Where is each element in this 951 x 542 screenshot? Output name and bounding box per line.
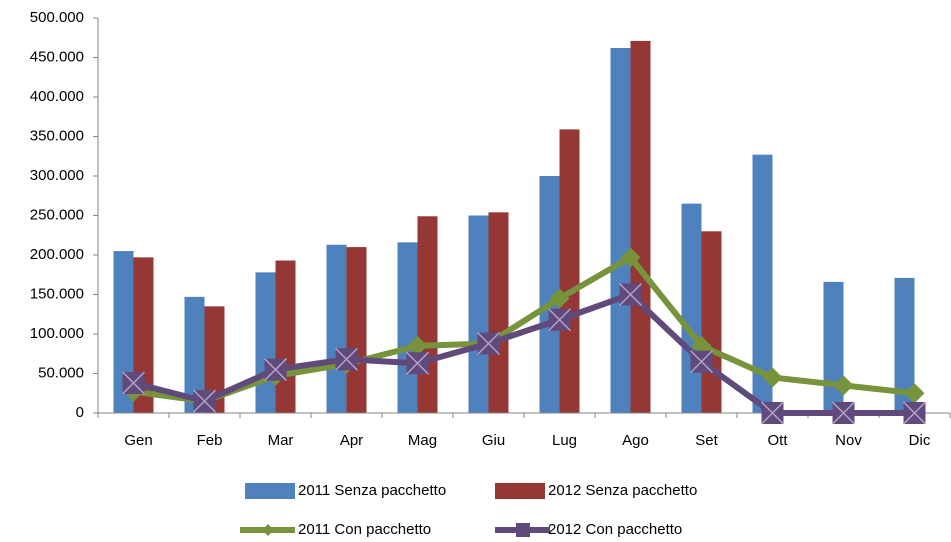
marker xyxy=(549,288,570,309)
marker xyxy=(405,351,430,375)
x-tick-label: Mag xyxy=(408,432,437,449)
y-tick-label: 0 xyxy=(76,404,84,421)
y-tick-label: 300.000 xyxy=(30,167,84,184)
x-tick-label: Giu xyxy=(482,432,505,449)
legend-label: 2011 Con pacchetto xyxy=(298,521,431,538)
bar xyxy=(417,216,438,413)
bar xyxy=(184,296,205,413)
marker xyxy=(620,247,641,268)
marker xyxy=(334,347,359,371)
marker xyxy=(831,401,856,425)
bar xyxy=(468,215,489,413)
bar xyxy=(752,154,773,414)
bar xyxy=(630,40,651,413)
marker xyxy=(689,350,714,374)
legend-marker xyxy=(516,523,530,537)
line xyxy=(132,291,915,416)
legend-swatch xyxy=(245,483,295,499)
bar xyxy=(681,203,702,413)
marker xyxy=(904,383,925,404)
x-tick-label: Apr xyxy=(340,432,363,449)
bar xyxy=(346,247,367,413)
y-tick-label: 100.000 xyxy=(30,325,84,342)
bar xyxy=(326,244,347,413)
legend-label: 2011 Senza pacchetto xyxy=(298,482,446,499)
y-tick-label: 250.000 xyxy=(30,206,84,223)
marker xyxy=(547,308,572,332)
x-tick-label: Ago xyxy=(622,432,649,449)
bar xyxy=(823,281,844,413)
marker xyxy=(902,401,927,425)
legend-swatch xyxy=(495,483,545,499)
bar xyxy=(255,272,276,413)
marker xyxy=(618,282,643,307)
y-tick-label: 350.000 xyxy=(30,127,84,144)
marker xyxy=(121,371,146,395)
y-tick-label: 450.000 xyxy=(30,48,84,65)
bar xyxy=(275,260,296,413)
bar xyxy=(204,306,225,413)
marker xyxy=(476,331,501,356)
bar xyxy=(894,277,915,413)
y-tick-label: 400.000 xyxy=(30,88,84,105)
bar xyxy=(610,48,631,414)
marker xyxy=(407,335,428,356)
x-tick-label: Lug xyxy=(552,432,577,449)
bar xyxy=(701,231,722,413)
x-tick-label: Set xyxy=(695,432,718,449)
y-tick-label: 150.000 xyxy=(30,285,84,302)
x-tick-label: Mar xyxy=(268,432,294,449)
marker xyxy=(760,401,785,425)
x-tick-label: Gen xyxy=(124,432,152,449)
legend-marker xyxy=(262,524,274,536)
bar xyxy=(488,212,509,413)
y-tick-label: 200.000 xyxy=(30,246,84,263)
marker xyxy=(762,367,783,388)
x-tick-label: Ott xyxy=(767,432,788,449)
legend-label: 2012 Senza pacchetto xyxy=(548,482,697,499)
bar xyxy=(397,242,418,413)
x-tick-label: Feb xyxy=(197,432,223,449)
marker xyxy=(833,375,854,396)
marker xyxy=(263,358,288,382)
x-tick-label: Dic xyxy=(909,432,931,449)
y-tick-label: 500.000 xyxy=(30,9,84,26)
line xyxy=(133,254,915,405)
y-tick-label: 50.000 xyxy=(38,364,84,381)
legend-label: 2012 Con pacchetto xyxy=(548,521,682,538)
marker xyxy=(192,389,217,413)
bar xyxy=(559,129,580,413)
bar xyxy=(539,176,560,413)
x-tick-label: Nov xyxy=(835,432,862,449)
